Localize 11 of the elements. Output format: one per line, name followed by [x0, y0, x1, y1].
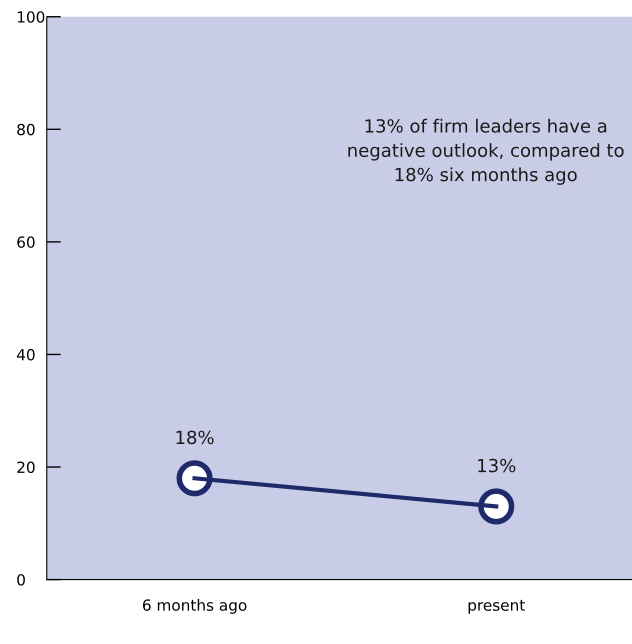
y-tick-label: 100 [18, 11, 44, 23]
x-tick-label: 6 months ago [142, 599, 246, 614]
y-tick-label: 0 [17, 574, 25, 586]
annotation: 13% of firm leaders have a negative outlook, compared to 18% six months ago [348, 118, 624, 185]
data-label: 18% [176, 430, 214, 444]
data-label: 13% [478, 458, 516, 472]
y-tick-label: 40 [16, 348, 35, 360]
y-tick-label: 60 [17, 236, 35, 248]
y-tick-label: 20 [17, 461, 35, 474]
y-tick-label: 80 [17, 124, 35, 136]
x-tick-label: present [468, 600, 525, 614]
